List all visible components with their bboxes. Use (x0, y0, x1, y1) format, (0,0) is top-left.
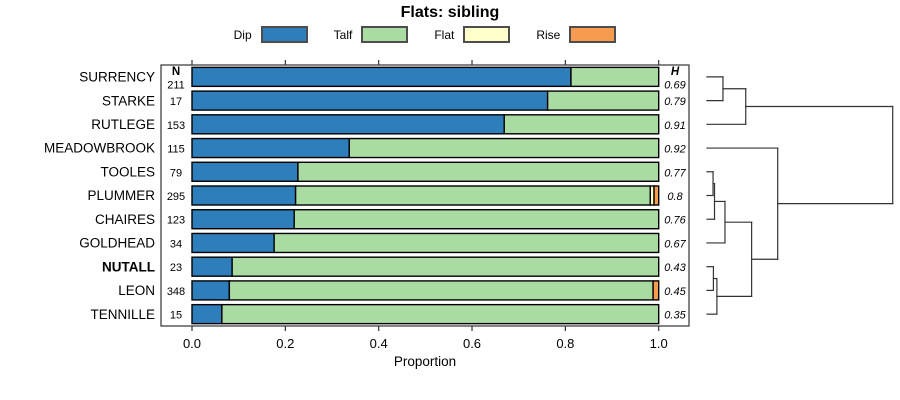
legend: Dip Talf Flat Rise (0, 26, 850, 43)
n-column-header: N (172, 66, 180, 78)
legend-swatch-dip (260, 26, 308, 43)
n-value: 153 (167, 120, 185, 132)
legend-label: Rise (536, 27, 561, 42)
legend-label: Talf (333, 27, 353, 42)
bar-segment-dip (191, 185, 297, 206)
x-tick-label: 1.0 (650, 336, 668, 351)
bar-segment-talf (221, 303, 660, 325)
n-value: 15 (170, 310, 182, 322)
bar-segment-talf (570, 66, 660, 88)
bar-segment-dip (191, 209, 295, 230)
legend-item-dip: Dip (234, 26, 308, 43)
x-tick-label: 0.6 (463, 336, 481, 351)
x-tick-label: 0.4 (370, 336, 388, 351)
bar-segment-talf (293, 209, 660, 230)
bar-segment-dip (191, 161, 299, 182)
category-label: PLUMMER (87, 188, 155, 203)
legend-swatch-flat (463, 26, 511, 43)
n-value: 123 (167, 215, 185, 227)
bar-segment-rise (652, 280, 660, 301)
category-label: CHAIRES (95, 212, 155, 227)
n-value: 79 (170, 167, 182, 179)
h-value: 0.67 (664, 238, 686, 250)
n-value: 211 (167, 79, 185, 91)
h-value: 0.92 (664, 144, 685, 156)
bar-segment-talf (546, 90, 660, 111)
category-label: RUTLEGE (91, 117, 155, 132)
bar-segment-dip (191, 90, 549, 111)
legend-item-rise: Rise (536, 26, 617, 43)
category-label: TOOLES (100, 164, 155, 179)
legend-swatch-talf (361, 26, 409, 43)
bar-segment-dip (191, 256, 233, 277)
bar-segment-talf (273, 232, 660, 254)
n-value: 295 (167, 191, 185, 203)
h-value: 0.43 (664, 262, 686, 274)
bar-segment-dip (191, 232, 275, 254)
h-value: 0.91 (664, 120, 685, 132)
h-value: 0.35 (664, 310, 686, 322)
h-value: 0.69 (664, 79, 685, 91)
bar-segment-talf (503, 114, 660, 135)
x-tick-label: 0.2 (276, 336, 294, 351)
category-label: TENNILLE (90, 307, 155, 322)
legend-item-talf: Talf (334, 26, 409, 43)
n-value: 34 (170, 238, 182, 250)
bar-segment-talf (228, 280, 654, 301)
bar-segment-dip (191, 66, 572, 88)
bar-segment-dip (191, 114, 505, 135)
category-label: MEADOWBROOK (44, 141, 155, 156)
n-value: 348 (167, 286, 185, 298)
category-label: SURRENCY (79, 70, 155, 85)
h-value: 0.79 (664, 96, 685, 108)
bar-segment-dip (191, 280, 231, 301)
h-value: 0.45 (664, 286, 686, 298)
h-value: 0.8 (667, 191, 683, 203)
n-value: 115 (167, 144, 185, 156)
legend-swatch-rise (569, 26, 617, 43)
category-label: NUTALL (102, 259, 155, 274)
bar-segment-talf (297, 161, 660, 182)
chart-title: Flats: sibling (400, 4, 500, 21)
bar-segment-talf (231, 256, 660, 277)
h-value: 0.77 (664, 167, 686, 179)
h-column-header: H (671, 66, 680, 78)
bar-segment-dip (191, 303, 223, 325)
legend-label: Flat (434, 27, 455, 42)
x-axis-label: Proportion (393, 354, 457, 369)
h-value: 0.76 (664, 215, 686, 227)
bar-segment-talf (348, 137, 660, 159)
bar-segment-rise (653, 185, 660, 206)
bar-segment-talf (294, 185, 651, 206)
category-label: GOLDHEAD (79, 236, 155, 251)
n-value: 17 (170, 96, 182, 108)
legend-label: Dip (233, 27, 252, 42)
bar-segment-dip (191, 137, 350, 159)
n-value: 23 (170, 262, 182, 274)
x-tick-label: 0.0 (183, 336, 201, 351)
x-tick-label: 0.8 (556, 336, 574, 351)
category-label: STARKE (102, 93, 155, 108)
plot-frame (160, 64, 690, 327)
category-label: LEON (118, 283, 155, 298)
legend-item-flat: Flat (434, 26, 511, 43)
